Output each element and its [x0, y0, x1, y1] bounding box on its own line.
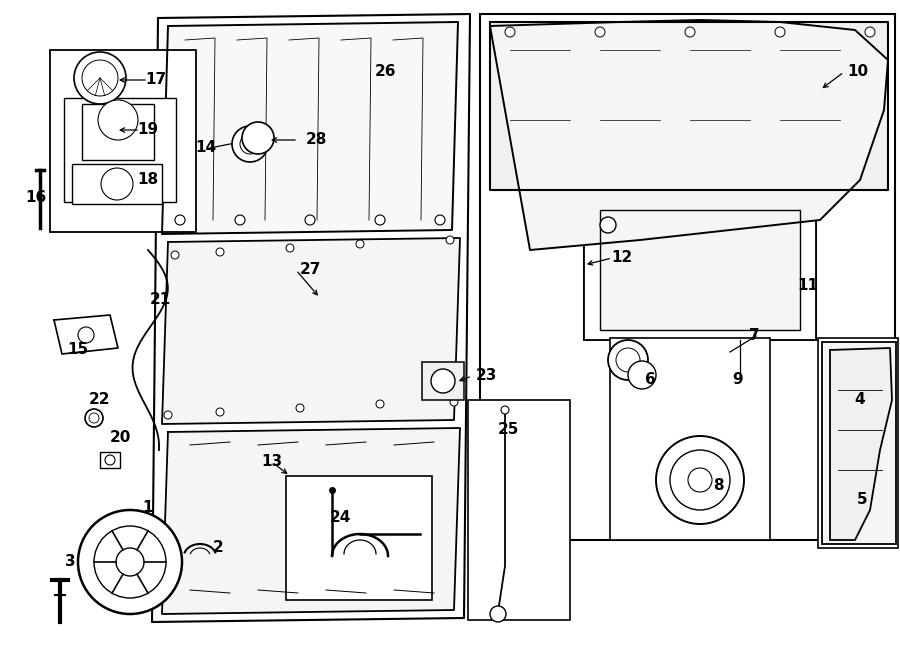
Bar — [72, 164, 162, 204]
Text: 17: 17 — [146, 73, 166, 87]
Bar — [64, 98, 176, 202]
Circle shape — [78, 510, 182, 614]
Circle shape — [628, 361, 656, 389]
Polygon shape — [162, 238, 460, 424]
Text: 27: 27 — [300, 262, 320, 278]
Polygon shape — [490, 20, 888, 250]
Text: 5: 5 — [857, 492, 868, 508]
Circle shape — [242, 122, 274, 154]
Text: 1: 1 — [143, 500, 153, 516]
Circle shape — [685, 27, 695, 37]
Circle shape — [94, 526, 166, 598]
Text: 25: 25 — [498, 422, 518, 438]
Circle shape — [216, 248, 224, 256]
Text: 18: 18 — [138, 173, 158, 188]
Circle shape — [595, 27, 605, 37]
Text: 4: 4 — [855, 393, 865, 407]
Circle shape — [240, 134, 260, 154]
Circle shape — [670, 450, 730, 510]
Circle shape — [356, 240, 364, 248]
Circle shape — [305, 215, 315, 225]
Text: 19: 19 — [138, 122, 158, 137]
Circle shape — [616, 348, 640, 372]
Circle shape — [501, 406, 509, 414]
Bar — [82, 104, 154, 160]
Bar — [100, 452, 120, 468]
Polygon shape — [152, 14, 470, 622]
Polygon shape — [54, 315, 118, 354]
Bar — [286, 476, 432, 600]
Circle shape — [490, 606, 506, 622]
Bar — [600, 210, 800, 330]
Circle shape — [608, 340, 648, 380]
Circle shape — [775, 27, 785, 37]
Bar — [468, 400, 570, 620]
Circle shape — [446, 236, 454, 244]
Circle shape — [376, 400, 384, 408]
Text: 14: 14 — [195, 141, 217, 155]
Bar — [610, 338, 770, 540]
Text: 8: 8 — [713, 477, 724, 492]
Circle shape — [435, 215, 445, 225]
Circle shape — [164, 411, 172, 419]
Circle shape — [171, 251, 179, 259]
Circle shape — [505, 27, 515, 37]
Circle shape — [286, 244, 294, 252]
Text: 24: 24 — [329, 510, 351, 525]
Text: 16: 16 — [25, 190, 47, 206]
Circle shape — [74, 52, 126, 104]
Text: 28: 28 — [305, 132, 327, 147]
Bar — [584, 195, 816, 340]
Circle shape — [232, 126, 268, 162]
Text: 13: 13 — [261, 455, 283, 469]
Circle shape — [78, 327, 94, 343]
Polygon shape — [830, 348, 892, 540]
Text: 22: 22 — [89, 393, 111, 407]
Text: 9: 9 — [733, 373, 743, 387]
Circle shape — [296, 404, 304, 412]
Circle shape — [105, 455, 115, 465]
Polygon shape — [490, 22, 888, 190]
Text: 21: 21 — [149, 293, 171, 307]
Text: 20: 20 — [109, 430, 130, 446]
Circle shape — [865, 27, 875, 37]
Text: 15: 15 — [68, 342, 88, 358]
Polygon shape — [162, 22, 458, 234]
Circle shape — [82, 60, 118, 96]
Bar — [422, 362, 464, 400]
Circle shape — [116, 548, 144, 576]
Circle shape — [431, 369, 455, 393]
Polygon shape — [162, 428, 460, 614]
Circle shape — [656, 436, 744, 524]
Bar — [818, 338, 898, 548]
Bar — [50, 50, 196, 232]
Circle shape — [600, 217, 616, 233]
Text: 7: 7 — [749, 327, 760, 342]
Text: 3: 3 — [65, 555, 76, 570]
Circle shape — [688, 468, 712, 492]
Text: 2: 2 — [212, 541, 223, 555]
Text: 6: 6 — [644, 373, 655, 387]
Circle shape — [216, 408, 224, 416]
Text: 23: 23 — [475, 368, 497, 383]
Circle shape — [450, 398, 458, 406]
Bar — [584, 195, 816, 340]
Text: 10: 10 — [848, 65, 868, 79]
Circle shape — [89, 413, 99, 423]
Circle shape — [98, 100, 138, 140]
Bar — [822, 342, 896, 544]
Circle shape — [85, 409, 103, 427]
Circle shape — [175, 215, 185, 225]
Bar — [480, 14, 895, 540]
Circle shape — [235, 215, 245, 225]
Circle shape — [375, 215, 385, 225]
Text: 12: 12 — [611, 251, 633, 266]
Circle shape — [101, 168, 133, 200]
Text: 26: 26 — [375, 65, 397, 79]
Text: 11: 11 — [797, 278, 818, 293]
